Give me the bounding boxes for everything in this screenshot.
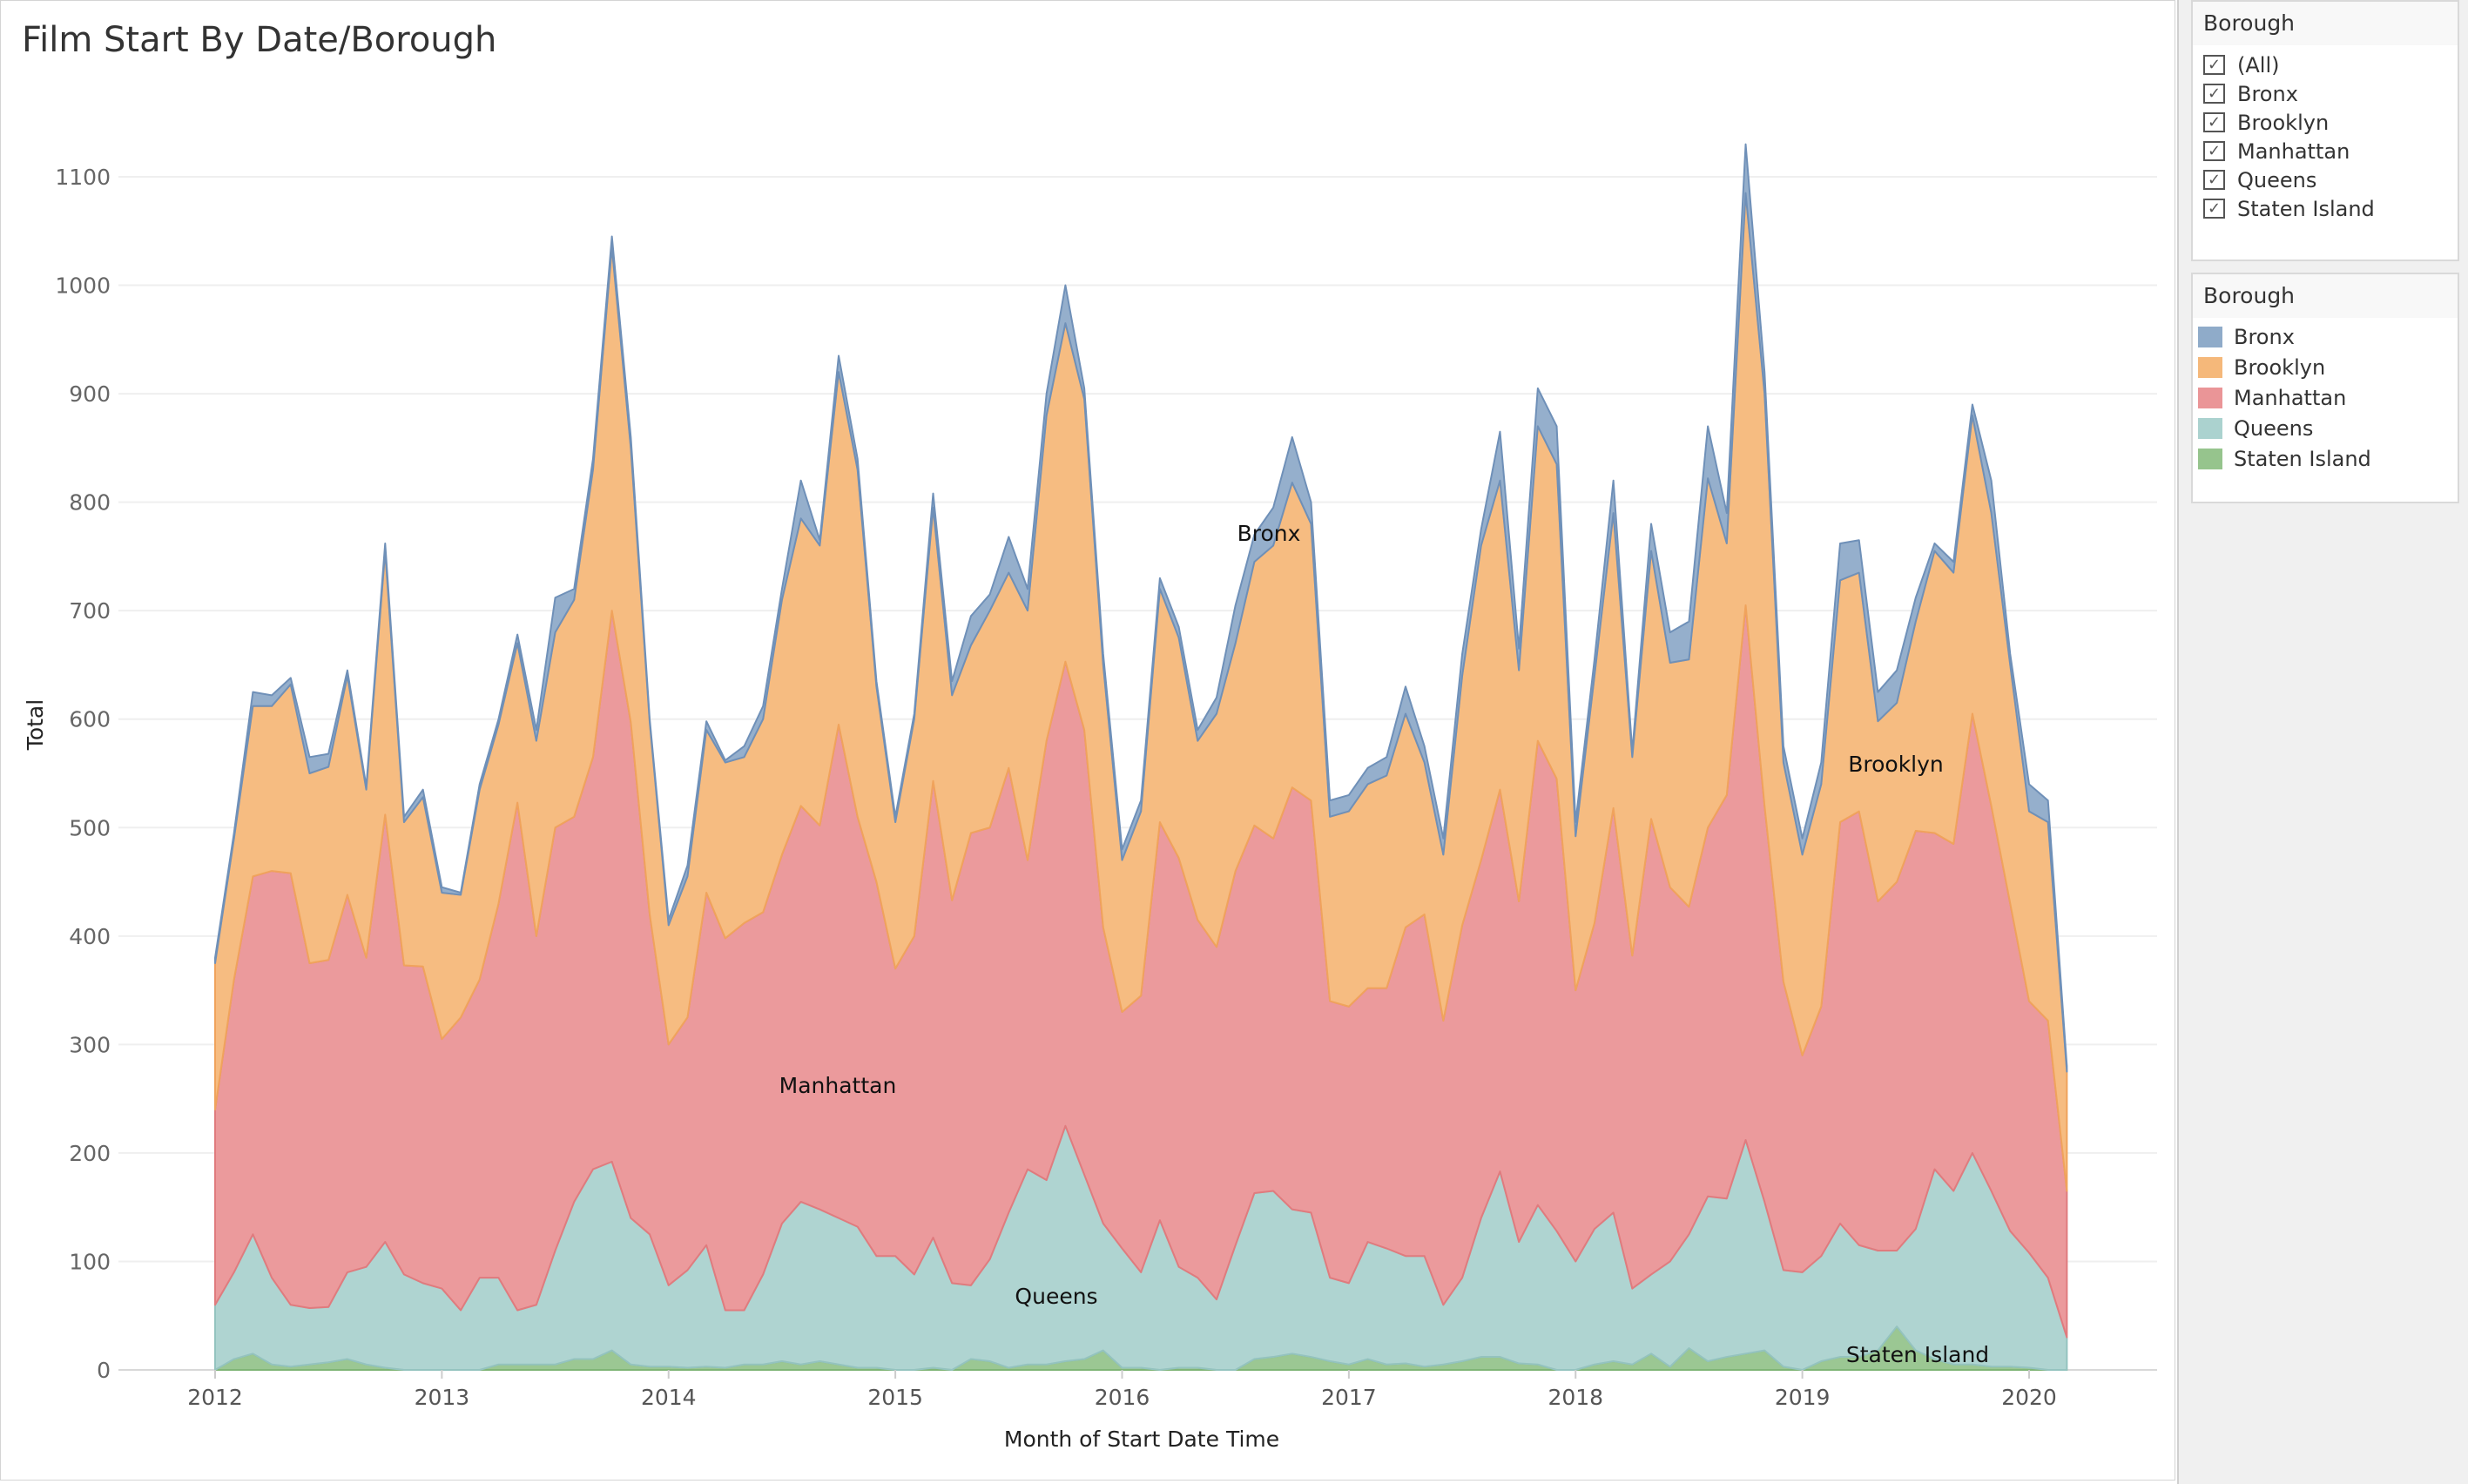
y-tick-label: 200 bbox=[69, 1141, 111, 1166]
y-tick-label: 600 bbox=[69, 707, 111, 732]
chart-worksheet: Film Start By Date/Borough 0 100 200 300 400… bbox=[0, 0, 2175, 1481]
y-tick-label: 900 bbox=[69, 381, 111, 407]
legend-item-bronx[interactable]: Bronx bbox=[2193, 321, 2458, 352]
y-tick-label: 800 bbox=[69, 490, 111, 516]
area-label-staten-island: Staten Island bbox=[1846, 1342, 1989, 1367]
filter-item-queens[interactable]: ✓ Queens bbox=[2193, 165, 2458, 194]
filter-item-brooklyn[interactable]: ✓ Brooklyn bbox=[2193, 108, 2458, 137]
area-label-brooklyn: Brooklyn bbox=[1848, 752, 1944, 777]
filter-item-all[interactable]: ✓ (All) bbox=[2193, 51, 2458, 79]
area-series bbox=[214, 143, 2068, 1371]
legend-swatch bbox=[2198, 417, 2222, 439]
y-tick-label: 1100 bbox=[55, 165, 111, 190]
x-tick-label: 2012 bbox=[187, 1385, 243, 1410]
checkbox-checked-icon[interactable]: ✓ bbox=[2203, 141, 2225, 161]
y-tick-label: 400 bbox=[69, 924, 111, 949]
filter-item-label: Bronx bbox=[2237, 81, 2298, 106]
x-axis-title: Month of Start Date Time bbox=[1004, 1427, 1279, 1452]
legend-label: Queens bbox=[2234, 415, 2314, 441]
x-tick-label: 2018 bbox=[1548, 1385, 1603, 1410]
legend-item-manhattan[interactable]: Manhattan bbox=[2193, 382, 2458, 413]
filter-item-label: Queens bbox=[2237, 167, 2317, 192]
x-axis: 2012 2013 2014 2015 2016 2017 2018 2019 2020 bbox=[187, 1370, 2057, 1410]
filter-header: Borough bbox=[2193, 2, 2458, 45]
x-tick-label: 2014 bbox=[641, 1385, 697, 1410]
y-tick-label: 1000 bbox=[55, 273, 111, 299]
stacked-area-chart: 0 100 200 300 400 500 600 700 800 900 1000 1100 201… bbox=[23, 143, 2157, 1452]
filter-item-manhattan[interactable]: ✓ Manhattan bbox=[2193, 137, 2458, 165]
y-tick-label: 300 bbox=[69, 1032, 111, 1057]
y-axis-title: Total bbox=[23, 699, 48, 751]
filter-item-label: Staten Island bbox=[2237, 196, 2375, 221]
filter-item-bronx[interactable]: ✓ Bronx bbox=[2193, 79, 2458, 108]
x-tick-label: 2019 bbox=[1775, 1385, 1831, 1410]
checkbox-checked-icon[interactable]: ✓ bbox=[2203, 199, 2225, 219]
chart-title: Film Start By Date/Borough bbox=[22, 20, 497, 60]
x-tick-label: 2017 bbox=[1321, 1385, 1377, 1410]
checkbox-checked-icon[interactable]: ✓ bbox=[2203, 55, 2225, 75]
area-label-manhattan: Manhattan bbox=[779, 1073, 897, 1098]
legend-label: Brooklyn bbox=[2234, 354, 2326, 380]
x-tick-label: 2015 bbox=[867, 1385, 923, 1410]
y-tick-label: 100 bbox=[69, 1249, 111, 1274]
x-tick-label: 2013 bbox=[415, 1385, 470, 1410]
legend-header: Borough bbox=[2193, 274, 2458, 318]
filter-item-label: Manhattan bbox=[2237, 138, 2350, 164]
borough-filter: Borough ✓ (All) ✓ Bronx ✓ Brooklyn ✓ Manhatt… bbox=[2191, 0, 2459, 261]
filter-item-label: Brooklyn bbox=[2237, 110, 2330, 135]
checkbox-checked-icon[interactable]: ✓ bbox=[2203, 112, 2225, 132]
area-bronx[interactable] bbox=[214, 143, 2068, 1073]
legend-item-staten-island[interactable]: Staten Island bbox=[2193, 443, 2458, 474]
legend-swatch bbox=[2198, 356, 2222, 378]
legend-swatch bbox=[2198, 387, 2222, 408]
y-axis: 0 100 200 300 400 500 600 700 800 900 1000 1100 bbox=[55, 165, 111, 1383]
legend-swatch bbox=[2198, 326, 2222, 347]
legend-label: Bronx bbox=[2234, 324, 2295, 349]
legend-label: Manhattan bbox=[2234, 385, 2347, 410]
x-tick-label: 2020 bbox=[2001, 1385, 2057, 1410]
area-label-queens: Queens bbox=[1015, 1284, 1097, 1309]
checkbox-checked-icon[interactable]: ✓ bbox=[2203, 84, 2225, 104]
legend-label: Staten Island bbox=[2234, 446, 2371, 471]
color-legend: Borough Bronx Brooklyn Manhattan Queens … bbox=[2191, 273, 2459, 503]
side-panel: Borough ✓ (All) ✓ Bronx ✓ Brooklyn ✓ Manhatt… bbox=[2177, 0, 2468, 1484]
legend-item-brooklyn[interactable]: Brooklyn bbox=[2193, 352, 2458, 382]
y-tick-label: 0 bbox=[97, 1358, 111, 1383]
filter-item-label: (All) bbox=[2237, 52, 2280, 78]
legend-item-queens[interactable]: Queens bbox=[2193, 413, 2458, 443]
x-tick-label: 2016 bbox=[1095, 1385, 1150, 1410]
checkbox-checked-icon[interactable]: ✓ bbox=[2203, 170, 2225, 190]
legend-swatch bbox=[2198, 448, 2222, 469]
filter-item-staten-island[interactable]: ✓ Staten Island bbox=[2193, 194, 2458, 223]
area-labels: Staten Island Queens Manhattan Brooklyn Bron… bbox=[779, 521, 1990, 1367]
y-tick-label: 700 bbox=[69, 598, 111, 624]
area-label-bronx: Bronx bbox=[1237, 521, 1301, 546]
y-tick-label: 500 bbox=[69, 815, 111, 840]
